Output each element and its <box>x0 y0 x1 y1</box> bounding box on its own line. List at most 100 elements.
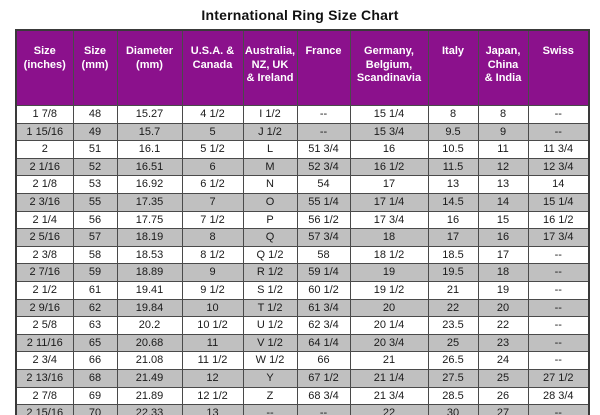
cell: 17 1/4 <box>349 192 429 212</box>
cell: -- <box>527 280 590 300</box>
cell: -- <box>527 298 590 318</box>
cell: 15 3/4 <box>349 122 429 142</box>
cell: 17 <box>477 245 529 265</box>
cell: 18 1/2 <box>349 245 429 265</box>
table-row: 2 7/8 69 21.89 12 1/2 Z 68 3/4 21 3/4 28.5 26 28 … <box>15 386 590 406</box>
cell: 12 <box>477 157 529 177</box>
cell: 8 <box>477 105 529 124</box>
cell: -- <box>527 105 590 124</box>
cell: 13 <box>477 175 529 194</box>
cell: 9 <box>181 263 244 282</box>
cell: 60 1/2 <box>296 280 351 300</box>
cell: 61 <box>72 280 118 300</box>
cell: 59 1/4 <box>296 263 351 282</box>
cell: V 1/2 <box>242 333 298 353</box>
cell: 52 3/4 <box>296 157 351 177</box>
cell: O <box>242 192 298 212</box>
cell: 28.5 <box>427 386 479 406</box>
cell: 55 <box>72 192 118 212</box>
cell: 70 <box>72 404 118 415</box>
cell: R 1/2 <box>242 263 298 282</box>
cell: 8 1/2 <box>181 245 244 265</box>
cell: 9 1/2 <box>181 280 244 300</box>
cell: 25 <box>427 333 479 353</box>
cell: S 1/2 <box>242 280 298 300</box>
table-row: 2 3/8 58 18.53 8 1/2 Q 1/2 58 18 1/2 18.5 17 -- <box>15 245 590 265</box>
cell: 21 3/4 <box>349 386 429 406</box>
cell: 17 <box>427 228 479 247</box>
cell: -- <box>527 263 590 282</box>
table-row: 1 15/16 49 15.7 5 J 1/2 -- 15 3/4 9.5 9 -- <box>15 122 590 142</box>
cell: 2 1/8 <box>15 175 74 194</box>
column-header: Size (mm) <box>72 29 118 106</box>
table-row: 2 1/4 56 17.75 7 1/2 P 56 1/2 17 3/4 16 15 16 1/2 <box>15 210 590 230</box>
cell: 16 <box>477 228 529 247</box>
cell: 22.33 <box>116 404 183 415</box>
cell: 51 <box>72 140 118 159</box>
cell: T 1/2 <box>242 298 298 318</box>
table-row: 2 51 16.1 5 1/2 L 51 3/4 16 10.5 11 11 3/4 <box>15 140 590 159</box>
cell: -- <box>527 245 590 265</box>
cell: 27 <box>477 404 529 415</box>
cell: U 1/2 <box>242 316 298 335</box>
cell: 62 <box>72 298 118 318</box>
ring-size-table: Size (inches) Size (mm) Diameter (mm) U.S.A… <box>15 29 590 415</box>
cell: 63 <box>72 316 118 335</box>
cell: 54 <box>296 175 351 194</box>
cell: 66 <box>72 351 118 370</box>
cell: 15.27 <box>116 105 183 124</box>
cell: 68 3/4 <box>296 386 351 406</box>
cell: 52 <box>72 157 118 177</box>
cell: 49 <box>72 122 118 142</box>
cell: 14.5 <box>427 192 479 212</box>
cell: 2 13/16 <box>15 368 74 388</box>
cell: 16 <box>427 210 479 230</box>
cell: 56 1/2 <box>296 210 351 230</box>
cell: 5 <box>181 122 244 142</box>
cell: 59 <box>72 263 118 282</box>
cell: 67 1/2 <box>296 368 351 388</box>
cell: -- <box>527 333 590 353</box>
cell: 21.89 <box>116 386 183 406</box>
cell: 17.35 <box>116 192 183 212</box>
cell: 8 <box>181 228 244 247</box>
cell: 2 3/8 <box>15 245 74 265</box>
cell: -- <box>527 122 590 142</box>
cell: 2 1/16 <box>15 157 74 177</box>
cell: L <box>242 140 298 159</box>
column-header: Australia, NZ, UK & Ireland <box>242 29 298 106</box>
cell: 18 <box>477 263 529 282</box>
cell: 1 15/16 <box>15 122 74 142</box>
table-row: 2 13/16 68 21.49 12 Y 67 1/2 21 1/4 27.5 25 27 1/… <box>15 368 590 388</box>
cell: 11 <box>181 333 244 353</box>
cell: 58 <box>72 245 118 265</box>
cell: 19 1/2 <box>349 280 429 300</box>
cell: 48 <box>72 105 118 124</box>
cell: 30 <box>427 404 479 415</box>
ring-size-table-body: 1 7/8 48 15.27 4 1/2 I 1/2 -- 15 1/4 8 8 -- 1 15/1… <box>15 105 590 415</box>
cell: 2 15/16 <box>15 404 74 415</box>
cell: 10 1/2 <box>181 316 244 335</box>
cell: 65 <box>72 333 118 353</box>
cell: 11 1/2 <box>181 351 244 370</box>
cell: 14 <box>477 192 529 212</box>
cell: 11 <box>477 140 529 159</box>
table-row: 2 7/16 59 18.89 9 R 1/2 59 1/4 19 19.5 18 -- <box>15 263 590 282</box>
cell: 12 <box>181 368 244 388</box>
cell: 18.53 <box>116 245 183 265</box>
cell: 27.5 <box>427 368 479 388</box>
cell: 15 1/4 <box>527 192 590 212</box>
cell: 20 3/4 <box>349 333 429 353</box>
cell: 62 3/4 <box>296 316 351 335</box>
table-row: 2 5/16 57 18.19 8 Q 57 3/4 18 17 16 17 3/4 <box>15 228 590 247</box>
cell: N <box>242 175 298 194</box>
cell: 21.08 <box>116 351 183 370</box>
cell: 11 3/4 <box>527 140 590 159</box>
cell: 69 <box>72 386 118 406</box>
table-row: 2 1/16 52 16.51 6 M 52 3/4 16 1/2 11.5 12 12 3/4 <box>15 157 590 177</box>
cell: -- <box>527 351 590 370</box>
cell: 22 <box>477 316 529 335</box>
cell: 15 <box>477 210 529 230</box>
cell: 25 <box>477 368 529 388</box>
cell: 5 1/2 <box>181 140 244 159</box>
